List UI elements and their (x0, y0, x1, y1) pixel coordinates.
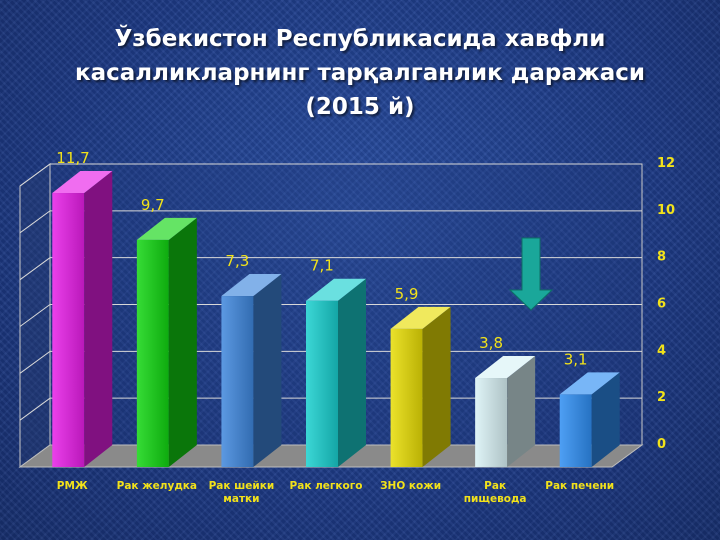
bar-side (338, 278, 366, 467)
bar-top (221, 274, 282, 297)
y-tick-label: 12 (657, 156, 675, 171)
bar-side (84, 171, 113, 467)
gridline (19, 163, 642, 187)
x-tick-label: ЗНО кожи (380, 480, 441, 492)
x-tick-label: пищевода (464, 493, 527, 505)
y-axis-ticks: 0 2 4 6 8 10 12 (657, 156, 675, 452)
arrow-down-icon (508, 237, 554, 311)
bar-front (390, 328, 423, 467)
bar-front (52, 193, 85, 467)
x-tick-label: матки (223, 493, 259, 505)
title-line-1: Ўзбекистон Республикасида хавфли (114, 26, 606, 52)
value-label: 9,7 (141, 196, 165, 214)
bar-top (136, 217, 197, 240)
bar-front (306, 300, 338, 467)
bar-top (306, 278, 366, 301)
bar-side (422, 306, 451, 467)
bar-5 (390, 306, 451, 467)
title-line-3: (2015 й) (305, 94, 415, 120)
x-tick-label: Рак шейки (209, 480, 275, 492)
x-tick-label: Рак легкого (290, 480, 363, 492)
bar-6 (475, 356, 536, 467)
gridline (19, 304, 642, 327)
bar-top (559, 372, 620, 395)
y-tick-label: 0 (657, 437, 666, 452)
gridline (19, 210, 642, 234)
value-labels: 11,7 9,7 7,3 7,1 5,9 3,8 3,1 (56, 149, 587, 368)
value-label: 7,3 (225, 252, 249, 270)
y-tick-label: 10 (657, 203, 675, 218)
bar-top (390, 306, 451, 329)
bar-7 (559, 372, 620, 467)
bar-side (591, 372, 620, 467)
x-tick-label: Рак желудка (117, 480, 197, 492)
bar-side (507, 356, 536, 467)
chart-title: Ўзбекистон Республикасида хавфли касалли… (0, 22, 720, 124)
y-tick-label: 4 (657, 343, 666, 358)
bar-front (221, 296, 254, 467)
bar-side (253, 274, 282, 467)
bar-1 (52, 171, 113, 467)
title-line-2: касалликларнинг тарқалганлик даражаси (75, 60, 645, 86)
value-label: 11,7 (56, 149, 89, 167)
bar-top (52, 171, 113, 194)
value-label: 7,1 (310, 257, 334, 275)
bar-front (559, 394, 592, 467)
y-tick-label: 8 (657, 250, 666, 265)
bars (52, 171, 620, 467)
bar-side (168, 217, 197, 467)
bar-3 (221, 274, 282, 467)
bar-top (475, 356, 536, 379)
y-tick-label: 6 (657, 297, 666, 312)
bar-front (475, 378, 508, 467)
x-tick-label: Рак печени (545, 480, 614, 492)
bar-front (136, 239, 169, 467)
value-label: 3,8 (479, 334, 503, 352)
x-tick-label: Рак (484, 480, 506, 492)
y-tick-label: 2 (657, 390, 666, 405)
bar-4 (306, 278, 366, 467)
gridlines (19, 163, 642, 421)
value-label: 5,9 (395, 285, 419, 303)
bar-2 (136, 217, 197, 467)
value-label: 3,1 (564, 350, 588, 368)
arrow-shape (508, 237, 554, 311)
gridline (19, 257, 642, 281)
x-tick-label: РМЖ (57, 480, 88, 492)
